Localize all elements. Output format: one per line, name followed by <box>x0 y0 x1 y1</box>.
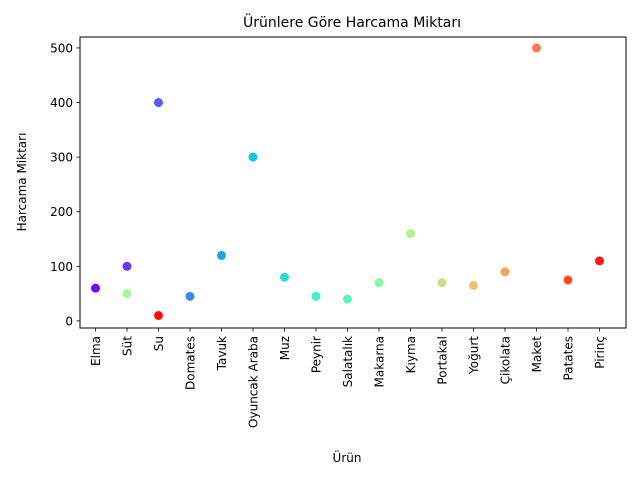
y-axis: 0 100 200 300 400 500 <box>50 41 80 328</box>
data-point <box>469 280 478 290</box>
y-tick-label: 0 <box>65 314 73 328</box>
x-tick-label: Peynir <box>310 336 324 373</box>
x-tick-label: Kıyma <box>404 336 418 373</box>
data-point <box>280 272 289 282</box>
data-point <box>91 283 100 293</box>
x-tick-label: Pirinç <box>593 336 607 369</box>
chart-title: Ürünlere Göre Harcama Miktarı <box>243 13 461 31</box>
data-point <box>343 294 352 304</box>
x-tick-label: Maket <box>530 336 544 373</box>
data-point <box>595 256 604 266</box>
data-point <box>122 261 132 271</box>
x-axis-label: Ürün <box>333 449 362 465</box>
data-point <box>532 43 541 53</box>
y-tick-label: 400 <box>50 96 73 110</box>
x-tick-label: Makarna <box>373 336 387 387</box>
data-point <box>154 98 163 108</box>
data-point <box>437 278 447 288</box>
y-tick-label: 100 <box>50 260 73 274</box>
data-point <box>311 291 321 301</box>
data-point <box>248 152 258 162</box>
x-tick-label: Su <box>152 336 166 351</box>
data-point <box>154 310 163 320</box>
x-tick-label: Portakal <box>436 336 450 385</box>
x-tick-label: Patates <box>562 336 576 380</box>
data-point <box>563 275 573 285</box>
x-tick-label: Oyuncak Araba <box>247 336 261 428</box>
plot-area <box>79 36 627 329</box>
x-tick-label: Domates <box>184 336 198 390</box>
x-tick-label: Tavuk <box>215 336 229 371</box>
data-point <box>374 278 384 288</box>
x-tick-label: Yoğurt <box>467 336 481 375</box>
data-point <box>500 267 510 277</box>
x-tick-label: Muz <box>278 336 292 360</box>
x-tick-label: Süt <box>121 336 135 356</box>
y-tick-label: 200 <box>50 205 73 219</box>
y-tick-label: 500 <box>50 41 73 55</box>
data-points <box>91 43 604 320</box>
x-tick-label: Elma <box>89 336 103 366</box>
x-tick-label: Çikolata <box>499 336 513 384</box>
y-axis-label: Harcama Miktarı <box>15 133 29 232</box>
y-tick-label: 300 <box>50 151 73 165</box>
x-tick-label: Salatalık <box>341 336 355 387</box>
plot-frame <box>79 36 627 329</box>
data-point <box>217 250 226 260</box>
x-axis: Elma Süt Su Domates Tavuk Oyuncak Araba Muz Pey… <box>89 328 607 428</box>
data-point <box>122 289 132 299</box>
data-point <box>406 229 415 239</box>
data-point <box>185 291 195 301</box>
